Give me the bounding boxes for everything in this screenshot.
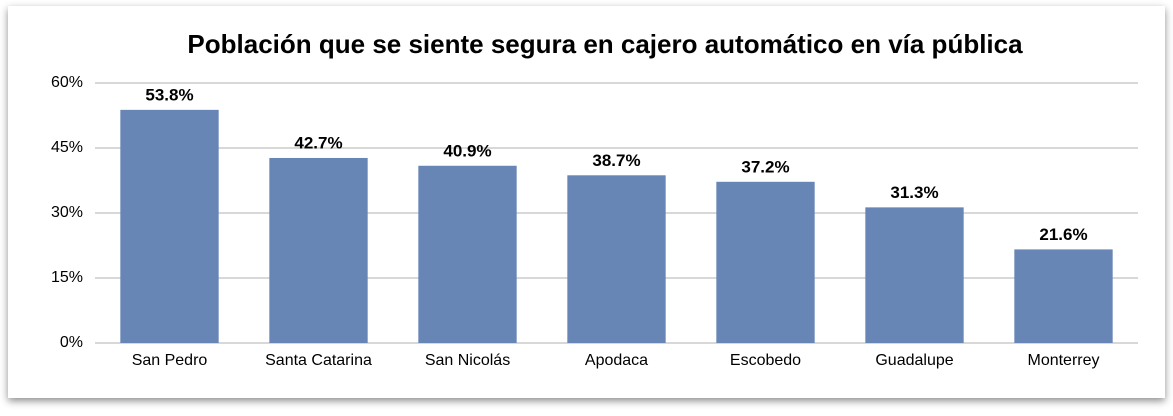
value-label: 37.2%	[741, 157, 789, 176]
value-label: 53.8%	[145, 85, 193, 104]
bar	[120, 109, 219, 343]
bar	[716, 181, 815, 343]
value-label: 31.3%	[890, 183, 938, 202]
bar	[865, 207, 964, 343]
value-label: 38.7%	[592, 151, 640, 170]
value-label: 40.9%	[443, 141, 491, 160]
x-tick-label: San Nicolás	[425, 352, 510, 369]
bar	[1014, 249, 1113, 343]
bar	[269, 157, 368, 343]
bar	[567, 175, 666, 343]
y-tick-label: 15%	[51, 269, 83, 286]
value-label: 42.7%	[294, 133, 342, 152]
y-tick-label: 30%	[51, 204, 83, 221]
x-tick-label: Santa Catarina	[265, 352, 372, 369]
x-tick-label: Apodaca	[585, 352, 648, 369]
y-tick-label: 45%	[51, 139, 83, 156]
y-tick-label: 60%	[51, 74, 83, 91]
x-tick-label: Monterrey	[1027, 352, 1099, 369]
chart-title: Población que se siente segura en cajero…	[187, 29, 1023, 59]
x-tick-label: San Pedro	[132, 352, 208, 369]
value-label: 21.6%	[1039, 225, 1087, 244]
x-tick-label: Guadalupe	[875, 352, 953, 369]
x-tick-label: Escobedo	[730, 352, 801, 369]
y-tick-label: 0%	[60, 334, 83, 351]
bar	[418, 165, 517, 343]
